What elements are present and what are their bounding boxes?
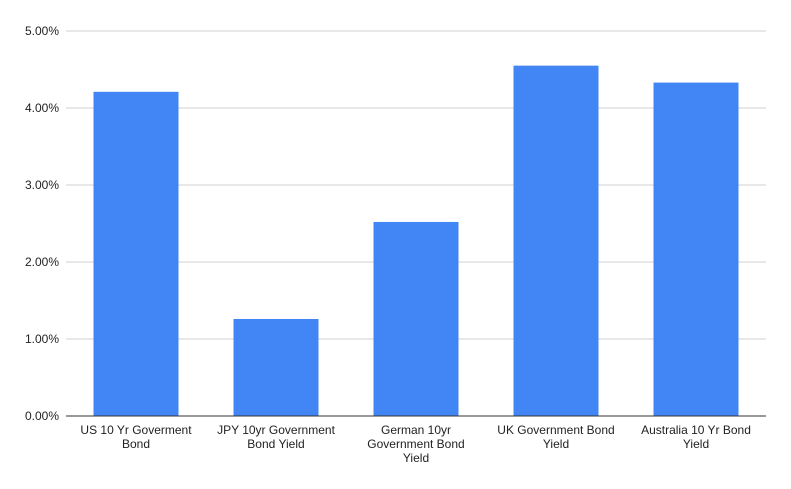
- bar: [513, 65, 599, 417]
- bar: [653, 82, 739, 416]
- y-tick-label: 0.00%: [25, 409, 59, 423]
- y-tick-label: 3.00%: [25, 178, 59, 192]
- gridlines: [66, 30, 766, 340]
- x-axis-category-labels: US 10 Yr Goverment Bond JPY 10yr Governmen…: [80, 423, 751, 465]
- x-category-label: UK Government Bond Yield: [497, 423, 614, 451]
- x-category-label: German 10yr Government Bond Yield: [367, 423, 464, 465]
- x-category-label: JPY 10yr Government Bond Yield: [217, 423, 335, 451]
- bar: [233, 318, 319, 416]
- y-tick-label: 1.00%: [25, 332, 59, 346]
- y-tick-label: 2.00%: [25, 255, 59, 269]
- y-axis-tick-labels: 0.00% 1.00% 2.00% 3.00% 4.00% 5.00%: [25, 24, 59, 423]
- x-category-label: Australia 10 Yr Bond Yield: [641, 423, 751, 451]
- y-tick-label: 4.00%: [25, 101, 59, 115]
- bar: [373, 221, 459, 416]
- bar: [93, 91, 179, 416]
- bars: [93, 65, 739, 417]
- x-category-label: US 10 Yr Goverment Bond: [80, 423, 192, 451]
- y-tick-label: 5.00%: [25, 24, 59, 38]
